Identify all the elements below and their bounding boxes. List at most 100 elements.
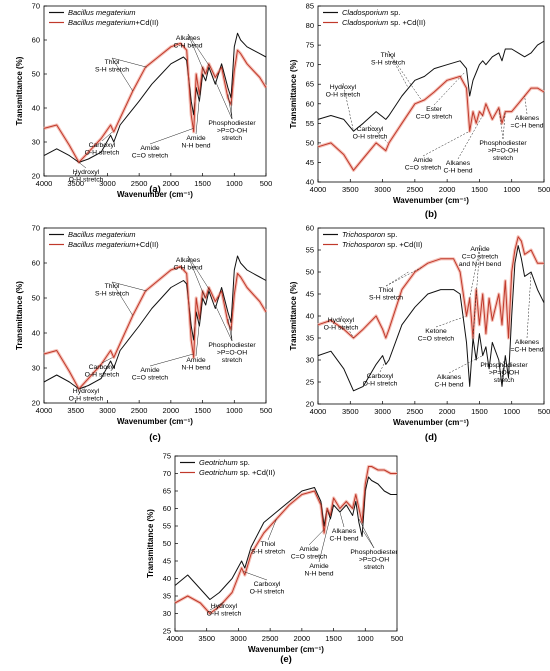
series-line-control (317, 40, 545, 132)
annotation-leader (369, 124, 388, 144)
peak-annotation: Carboxyl O-H stretch (353, 124, 388, 144)
legend-entry: Bacillus megaterium (68, 8, 136, 17)
peak-annotation: Phosphodiester >P=O-OH stretch (350, 518, 398, 571)
y-tick-label: 30 (306, 356, 314, 365)
chart-panel-4: 4000 3500 3000 2500 2000 1500 1000 500 20 25 30 35 4… (289, 224, 550, 444)
x-tick-label: 2000 (439, 407, 456, 416)
annotation-leader (187, 255, 211, 292)
annotation-leader (433, 72, 465, 106)
y-tick-label: 20 (32, 172, 40, 181)
x-axis-label: Wavenumber (cm⁻¹) (248, 645, 324, 654)
peak-annotation: Hydroxyl O-H stretch (324, 315, 359, 339)
peak-annotation: Thiol S-H stretch (95, 57, 147, 92)
peak-annotation: Amide C=O stretch (291, 529, 327, 561)
y-tick-label: 40 (32, 329, 40, 338)
peak-annotation: Carboxyl O-H stretch (85, 357, 120, 379)
peak-annotation: Amide C=O stretch (132, 353, 194, 382)
y-tick-label: 60 (163, 504, 171, 513)
y-tick-label: 75 (306, 41, 314, 50)
annotation-leader (501, 360, 505, 378)
y-tick-label: 50 (306, 268, 314, 277)
peak-annotation: Amide C=O stretch (405, 130, 470, 172)
panel-label: (e) (280, 654, 292, 665)
y-tick-label: 75 (163, 452, 171, 461)
peak-annotation: Phosphodiester >P=O-OH stretch (480, 360, 528, 384)
peak-annotation: Amide C=O stretch (132, 128, 194, 160)
peak-annotation: Thiol S-H stretch (371, 50, 422, 101)
y-axis-label: Transmittance (%) (146, 509, 155, 578)
legend-entry: Bacillus megaterium (68, 230, 136, 239)
chart-panel-2: 4000 3500 3000 2500 2000 1500 1000 500 40 45 50 55 6… (289, 2, 550, 221)
x-tick-label: 4000 (310, 407, 327, 416)
chart-panel-1: 4000 3500 3000 2500 2000 1500 1000 500 20 30 40 50 6… (15, 2, 272, 200)
peak-annotation: Hydroxyl O-H stretch (326, 82, 361, 132)
x-tick-label: 2500 (262, 634, 279, 643)
annotation-leader (379, 359, 387, 373)
annotation-text: Amide C=O stretch (405, 157, 442, 172)
y-tick-label: 35 (163, 592, 171, 601)
peak-annotation: Amide N-H bend (181, 322, 211, 372)
annotation-text: Hydroxyl O-H stretch (326, 84, 361, 99)
x-tick-label: 500 (538, 185, 550, 194)
plot-frame (317, 5, 545, 183)
chart-panel-5: 4000 3500 3000 2500 2000 1500 1000 500 25 30 35 40 4… (146, 452, 403, 666)
x-tick-label: 3500 (198, 634, 215, 643)
annotation-leader (361, 529, 375, 549)
panel-label: (a) (149, 184, 161, 195)
y-tick-label: 40 (32, 104, 40, 113)
annotation-leader (215, 304, 233, 342)
y-tick-label: 50 (32, 294, 40, 303)
annotation-text: Thiol S-H stretch (95, 59, 129, 74)
peak-annotation: Carboxyl O-H stretch (363, 359, 398, 388)
legend-entry: Trichosporon sp. +Cd(II) (342, 240, 423, 249)
legend-entry: Geotrichum sp. +Cd(II) (199, 468, 276, 477)
x-tick-label: 4000 (36, 179, 53, 188)
x-tick-label: 1000 (503, 407, 520, 416)
annotation-text: Amide C=O stretch and N-H bend (459, 246, 502, 268)
annotation-leader (318, 518, 331, 563)
x-tick-label: 3000 (374, 185, 391, 194)
y-tick-label: 55 (306, 246, 314, 255)
chart-panel-3: 4000 3500 3000 2500 2000 1500 1000 500 20 30 40 50 6… (15, 224, 272, 444)
y-tick-label: 30 (32, 138, 40, 147)
annotation-leader (308, 529, 325, 546)
y-tick-label: 60 (32, 36, 40, 45)
annotation-leader (230, 325, 233, 342)
plot-frame (43, 227, 267, 404)
annotation-text: Alkanes C-H bend (173, 35, 202, 50)
x-tick-label: 2000 (163, 406, 180, 415)
annotation-text: Alkenes =C-H bend (510, 115, 543, 130)
y-tick-label: 50 (163, 539, 171, 548)
annotation-text: Hydroxyl O-H stretch (69, 388, 104, 403)
peak-annotation: Alkenes =C-H bend (510, 271, 544, 354)
x-tick-label: 2500 (131, 179, 148, 188)
x-tick-label: 4000 (36, 406, 53, 415)
annotation-text: Alkenes =C-H bend (510, 339, 543, 354)
series-line-control (43, 255, 267, 390)
annotation-text: Alkanes C-H bend (173, 257, 202, 272)
y-tick-label: 50 (32, 70, 40, 79)
peak-annotation: Alkanes C-H bend (434, 355, 483, 389)
annotation-leader (230, 101, 233, 120)
series-line-cd-treated (317, 236, 544, 339)
annotation-text: Amide C=O stretch (132, 367, 169, 382)
y-axis-label: Transmittance (%) (289, 59, 298, 128)
y-tick-label: 65 (306, 80, 314, 89)
annotation-leader (422, 130, 470, 157)
annotation-leader (187, 255, 206, 299)
annotation-leader (227, 94, 233, 120)
x-tick-label: 2000 (439, 185, 456, 194)
peak-annotation: Alkanes C-H bend (329, 511, 359, 543)
x-axis-label: Wavenumber (cm⁻¹) (117, 190, 193, 199)
annotation-leader (78, 162, 87, 169)
x-tick-label: 1000 (226, 179, 243, 188)
x-tick-label: 1000 (226, 406, 243, 415)
annotation-leader (472, 244, 481, 339)
y-tick-label: 55 (306, 119, 314, 128)
x-tick-label: 3000 (374, 407, 391, 416)
y-tick-label: 35 (306, 334, 314, 343)
x-axis-label: Wavenumber (cm⁻¹) (393, 418, 469, 427)
x-tick-label: 1500 (471, 185, 488, 194)
annotation-text: Amide C=O stretch (132, 145, 169, 160)
x-tick-label: 1500 (325, 634, 342, 643)
